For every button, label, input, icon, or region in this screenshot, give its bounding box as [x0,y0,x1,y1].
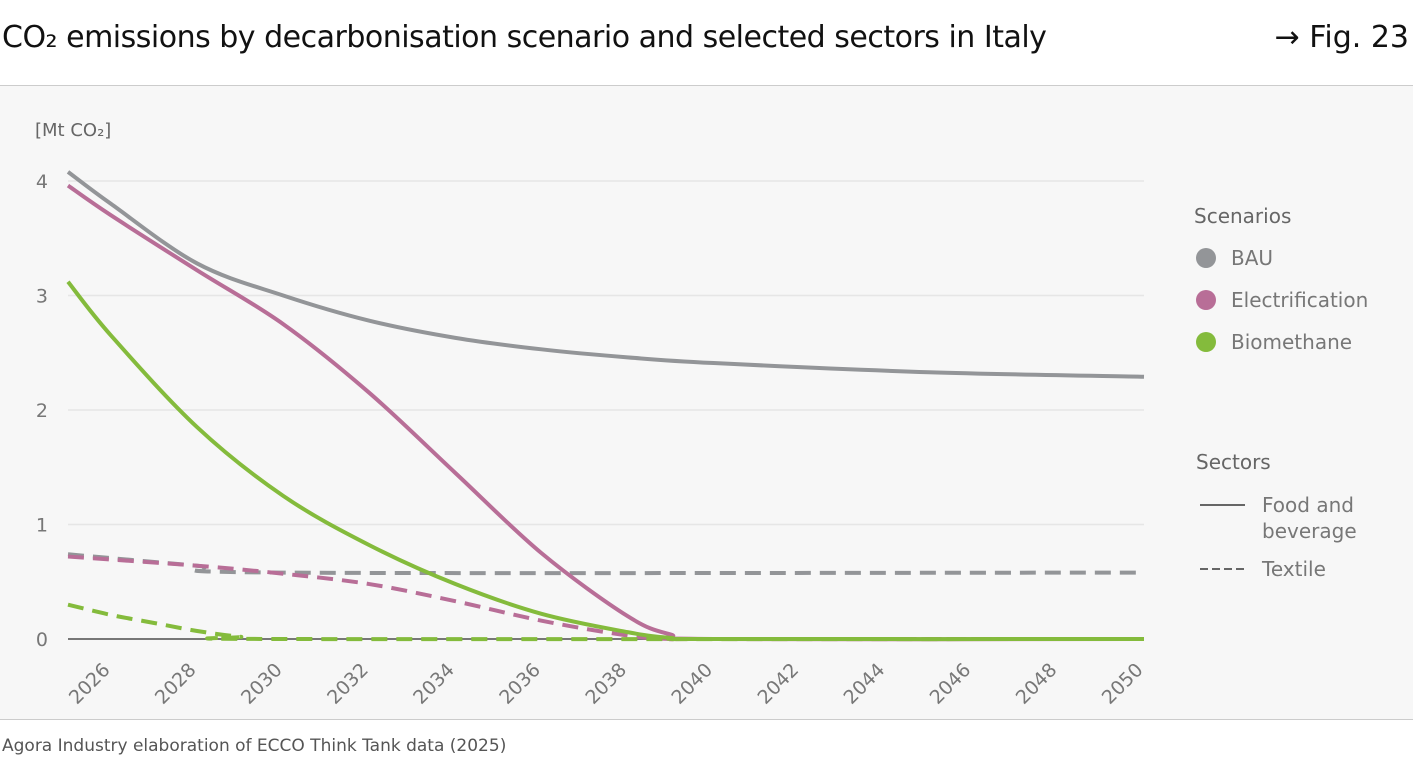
source-note: Agora Industry elaboration of ECCO Think… [2,736,507,756]
legend-item-food-line1: Food and [1262,493,1354,517]
legend-item-textile: Textile [1261,557,1326,581]
legend-item-food-line2: beverage [1262,519,1357,543]
y-tick-label: 3 [36,286,48,308]
legend-marker-electrification [1196,290,1216,310]
y-tick-label: 4 [36,171,48,193]
legend-sectors-title: Sectors [1196,450,1271,474]
x-tick-label: 2030 [237,659,287,709]
x-tick-label: 2038 [581,659,631,709]
y-tick-label: 0 [36,629,48,651]
legend-marker-bau [1196,248,1216,268]
y-tick-label: 1 [36,515,48,537]
x-tick-label: 2032 [323,659,373,709]
chart-panel: [Mt CO₂] 0 1 2 3 4 2026 2028 2030 2032 2034 2036 203… [0,85,1413,720]
legend-marker-biomethane [1196,332,1216,352]
chart-title: CO₂ emissions by decarbonisation scenari… [2,20,1047,55]
legend-item-electrification: Electrification [1231,288,1368,312]
y-axis-label: [Mt CO₂] [35,120,111,141]
x-tick-label: 2028 [151,659,201,709]
x-tick-label: 2034 [409,659,459,709]
x-tick-label: 2048 [1012,659,1062,709]
line-chart: [Mt CO₂] 0 1 2 3 4 2026 2028 2030 2032 2034 2036 203… [35,120,1368,709]
figure-reference: → Fig. 23 [1274,20,1409,55]
x-tick-label: 2040 [667,659,717,709]
x-tick-label: 2042 [753,659,803,709]
legend-scenarios-title: Scenarios [1194,204,1291,228]
x-tick-label: 2050 [1098,659,1148,709]
legend-item-biomethane: Biomethane [1231,330,1352,354]
x-tick-label: 2046 [926,659,976,709]
x-tick-label: 2044 [840,659,890,709]
series-line-biomethane-textile [67,602,1145,642]
series-line-biomethane-all [66,280,1145,642]
x-tick-label: 2026 [65,659,115,709]
series-line-bau-all [66,170,1145,379]
legend-item-bau: BAU [1231,246,1273,270]
x-tick-label: 2036 [495,659,545,709]
y-tick-label: 2 [36,400,48,422]
